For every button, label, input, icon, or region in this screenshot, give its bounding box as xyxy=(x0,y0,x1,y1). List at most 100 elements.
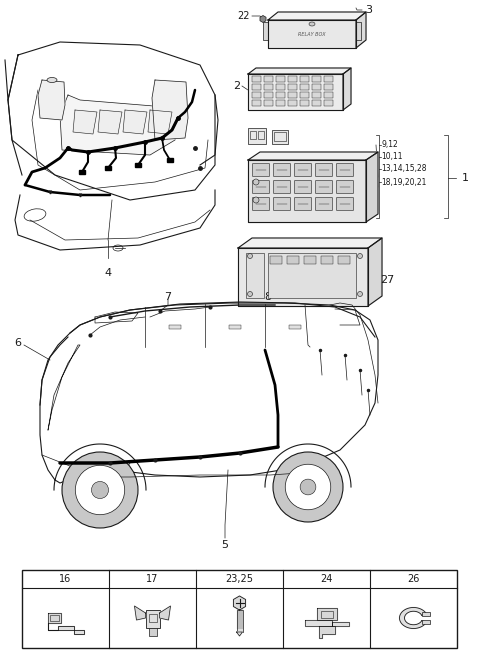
Bar xyxy=(324,100,333,106)
Bar xyxy=(169,325,181,329)
Bar xyxy=(288,84,297,90)
Ellipse shape xyxy=(309,22,315,26)
Bar xyxy=(276,76,285,82)
FancyBboxPatch shape xyxy=(315,180,333,194)
Polygon shape xyxy=(152,80,188,140)
Bar xyxy=(288,92,297,98)
Text: 3: 3 xyxy=(365,5,372,15)
Bar xyxy=(274,132,286,141)
Bar xyxy=(272,130,288,144)
Bar xyxy=(263,22,268,40)
Polygon shape xyxy=(73,110,97,134)
Ellipse shape xyxy=(300,479,316,495)
Ellipse shape xyxy=(62,452,138,528)
Text: 1: 1 xyxy=(462,173,469,183)
Bar xyxy=(148,628,156,636)
Polygon shape xyxy=(123,110,147,134)
Text: 4: 4 xyxy=(105,268,111,278)
Bar xyxy=(356,22,361,40)
Bar xyxy=(264,100,273,106)
Ellipse shape xyxy=(358,253,362,258)
Bar xyxy=(312,100,321,106)
Bar xyxy=(288,76,297,82)
Bar xyxy=(264,84,273,90)
Bar xyxy=(135,163,141,167)
Ellipse shape xyxy=(248,291,252,297)
Text: 10,11: 10,11 xyxy=(381,152,403,161)
Bar xyxy=(252,92,261,98)
Bar xyxy=(312,76,321,82)
Bar xyxy=(148,614,156,622)
Polygon shape xyxy=(356,12,366,48)
Polygon shape xyxy=(319,626,335,638)
Bar xyxy=(300,76,309,82)
Polygon shape xyxy=(368,238,382,306)
Bar xyxy=(145,610,159,628)
Bar xyxy=(321,611,333,618)
Text: 22: 22 xyxy=(238,11,250,21)
Text: 9,12: 9,12 xyxy=(381,140,398,150)
Bar xyxy=(300,84,309,90)
Text: 2: 2 xyxy=(233,81,240,91)
Ellipse shape xyxy=(248,253,252,258)
Text: 7: 7 xyxy=(165,292,171,302)
Bar xyxy=(421,620,430,624)
Text: 5: 5 xyxy=(221,540,228,550)
Text: 6: 6 xyxy=(14,338,22,348)
Polygon shape xyxy=(316,608,336,620)
Polygon shape xyxy=(98,110,122,134)
FancyBboxPatch shape xyxy=(252,180,269,194)
Text: 24: 24 xyxy=(320,574,333,584)
Polygon shape xyxy=(238,248,368,306)
Polygon shape xyxy=(8,42,215,200)
Polygon shape xyxy=(159,606,170,620)
FancyBboxPatch shape xyxy=(295,197,312,211)
Ellipse shape xyxy=(253,179,259,185)
Polygon shape xyxy=(148,110,172,134)
Bar xyxy=(300,100,309,106)
Bar xyxy=(324,92,333,98)
Bar xyxy=(264,92,273,98)
Polygon shape xyxy=(268,12,366,20)
Polygon shape xyxy=(48,613,60,623)
Bar xyxy=(252,100,261,106)
FancyBboxPatch shape xyxy=(315,163,333,176)
Ellipse shape xyxy=(253,197,259,203)
Text: 23,25: 23,25 xyxy=(226,574,253,584)
Ellipse shape xyxy=(273,452,343,522)
Bar xyxy=(288,100,297,106)
Bar xyxy=(312,92,321,98)
Bar xyxy=(264,76,273,82)
Bar xyxy=(300,92,309,98)
Text: 16: 16 xyxy=(60,574,72,584)
FancyBboxPatch shape xyxy=(295,180,312,194)
Bar xyxy=(252,76,261,82)
Bar xyxy=(276,100,285,106)
Polygon shape xyxy=(134,606,145,620)
Polygon shape xyxy=(48,623,84,634)
Polygon shape xyxy=(304,620,348,626)
Bar xyxy=(22,570,457,648)
Polygon shape xyxy=(237,632,242,636)
Bar xyxy=(105,166,111,170)
Polygon shape xyxy=(399,607,426,628)
Ellipse shape xyxy=(358,291,362,297)
FancyBboxPatch shape xyxy=(295,163,312,176)
FancyBboxPatch shape xyxy=(252,197,269,211)
Bar xyxy=(324,76,333,82)
Bar xyxy=(304,256,316,264)
Bar xyxy=(229,325,241,329)
Bar xyxy=(321,256,333,264)
Ellipse shape xyxy=(92,482,108,499)
Bar xyxy=(258,131,264,139)
Text: 26: 26 xyxy=(408,574,420,584)
FancyBboxPatch shape xyxy=(336,197,353,211)
Ellipse shape xyxy=(285,464,331,510)
Polygon shape xyxy=(248,68,351,74)
Polygon shape xyxy=(248,74,343,110)
Bar xyxy=(324,84,333,90)
Polygon shape xyxy=(48,345,80,430)
Polygon shape xyxy=(38,80,65,120)
Text: RELAY BOX: RELAY BOX xyxy=(298,31,326,37)
Bar xyxy=(49,615,59,621)
